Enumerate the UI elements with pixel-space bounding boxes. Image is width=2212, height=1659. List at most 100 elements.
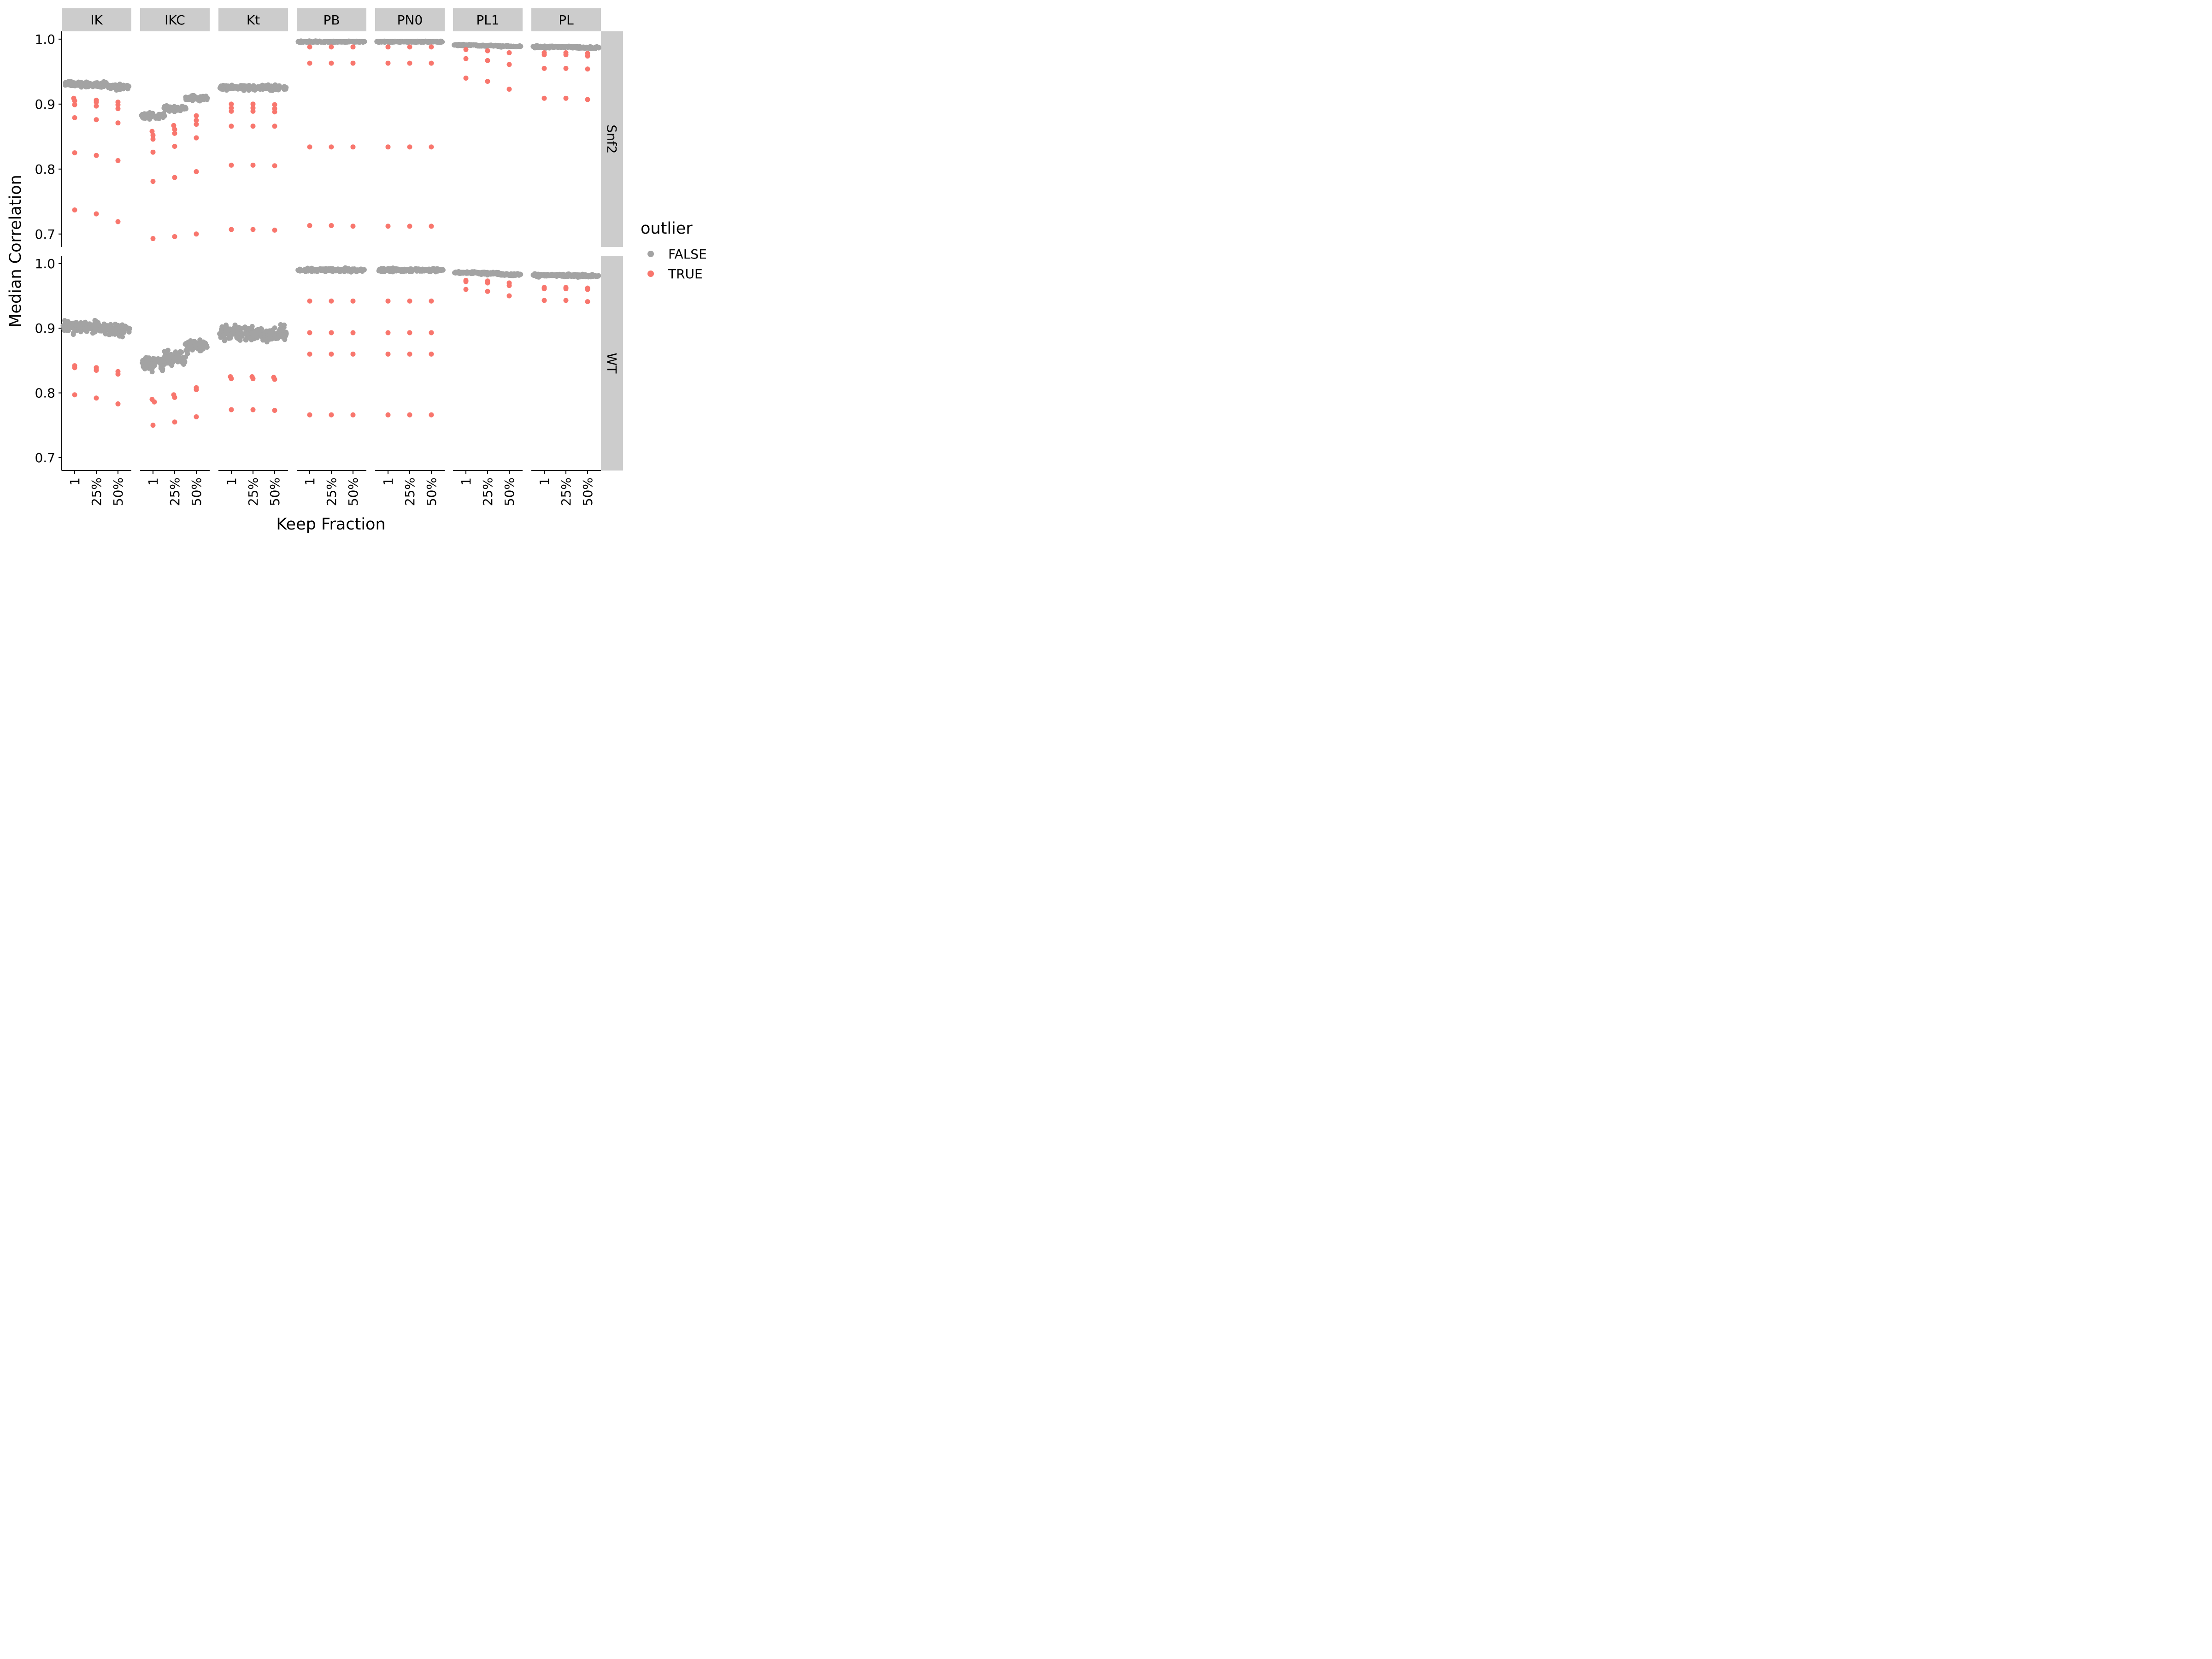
point-true [172, 127, 177, 132]
point-true [407, 44, 412, 50]
point-true [172, 144, 177, 149]
x-tick-label: 1 [146, 477, 161, 486]
point-false [124, 326, 129, 332]
point-false [200, 94, 206, 99]
point-true [350, 412, 356, 418]
point-true [407, 330, 412, 335]
point-true [115, 371, 121, 377]
point-true [585, 66, 590, 72]
point-true [429, 330, 434, 335]
point-false [73, 323, 78, 328]
point-true [272, 377, 277, 382]
point-false [562, 43, 567, 49]
point-true [563, 65, 569, 71]
column-strips: IK IKC Kt PB PN0 PL1 PL [62, 8, 601, 31]
x-tick-label: 25% [167, 477, 182, 506]
point-true [506, 86, 512, 92]
point-false [594, 273, 600, 279]
point-true [250, 227, 256, 232]
point-true [485, 280, 490, 286]
point-false [280, 327, 285, 333]
point-false [282, 85, 288, 91]
point-true [94, 367, 99, 373]
point-true [585, 97, 590, 102]
point-false [438, 40, 443, 45]
point-false [240, 325, 245, 331]
strip-label-pl: PL [559, 12, 574, 28]
point-true [272, 227, 277, 233]
strip-ik [62, 8, 131, 31]
point-true [229, 407, 234, 412]
point-false [165, 358, 171, 364]
point-true [350, 330, 356, 335]
point-true [463, 56, 469, 61]
point-false [588, 44, 593, 50]
strip-snf2 [601, 31, 623, 247]
point-false [485, 43, 491, 48]
point-true [94, 153, 99, 158]
legend: outlier FALSE TRUE [641, 219, 707, 282]
point-true [429, 224, 434, 229]
point-true [94, 103, 99, 109]
point-true [194, 387, 199, 393]
point-false [339, 39, 345, 44]
point-false [407, 39, 413, 45]
point-true [94, 395, 99, 401]
y-tick-label: 0.9 [35, 97, 55, 112]
point-true [229, 108, 234, 114]
point-false [574, 45, 579, 50]
point-true [585, 53, 590, 59]
y-tick-label: 1.0 [35, 32, 55, 47]
point-false [300, 268, 306, 273]
point-true [307, 144, 312, 150]
point-true [172, 130, 177, 136]
point-true [429, 44, 434, 50]
point-true [229, 162, 234, 168]
point-false [459, 270, 465, 275]
point-false [165, 107, 170, 112]
point-true [307, 412, 312, 418]
point-true [272, 124, 277, 129]
point-true [194, 113, 199, 118]
point-false [65, 82, 71, 88]
point-false [390, 267, 396, 272]
point-false [192, 339, 197, 344]
point-false [117, 333, 122, 339]
point-true [407, 60, 412, 66]
point-false [186, 94, 192, 100]
point-false [313, 266, 319, 272]
strip-label-pn0: PN0 [397, 12, 423, 28]
point-false [354, 39, 359, 44]
point-false [219, 86, 224, 92]
point-true [407, 144, 412, 150]
point-true [463, 75, 469, 81]
point-true [463, 279, 469, 284]
point-false [270, 88, 275, 93]
point-false [579, 45, 585, 51]
point-true [229, 124, 234, 129]
point-true [563, 95, 569, 101]
point-false [231, 325, 237, 330]
x-tick-label: 1 [459, 477, 474, 486]
point-true [307, 330, 312, 335]
point-false [575, 273, 581, 278]
point-false [481, 43, 486, 49]
point-false [559, 273, 565, 279]
point-false [149, 113, 154, 119]
point-false [426, 266, 431, 272]
point-false [420, 39, 425, 45]
point-false [435, 268, 441, 274]
point-true [329, 330, 334, 335]
point-false [491, 271, 496, 276]
point-false [390, 39, 395, 45]
point-false [500, 271, 506, 277]
point-false [255, 327, 261, 332]
point-false [71, 332, 76, 337]
point-false [190, 98, 195, 103]
point-false [386, 266, 391, 271]
point-false [545, 273, 550, 279]
point-false [513, 272, 518, 278]
point-false [345, 39, 350, 45]
point-false [78, 325, 83, 331]
point-false [112, 327, 118, 332]
